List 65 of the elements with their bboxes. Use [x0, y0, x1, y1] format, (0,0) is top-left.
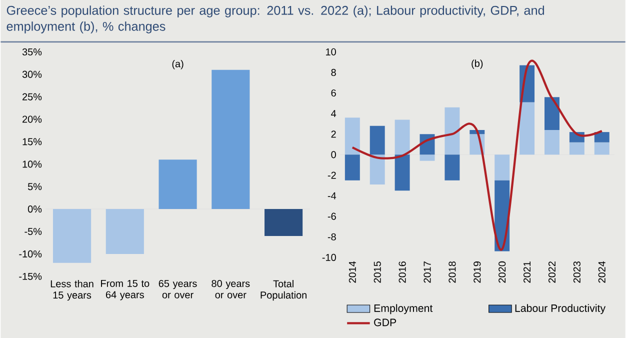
y-tick-label: 25%	[22, 93, 42, 100]
bar	[370, 126, 385, 155]
y-tick-label: -6	[328, 212, 336, 220]
bar	[444, 107, 460, 155]
x-tick-label: 2014	[348, 261, 356, 283]
bar	[394, 120, 410, 155]
bar	[158, 160, 197, 209]
y-tick-label: 20%	[22, 116, 42, 123]
chart-title: Greece’s population structure per age group: 2011 vs. 2022 (a); Labour productivity, GDP, and employment (b), % changes	[6, 5, 544, 34]
bar	[594, 142, 610, 155]
bar	[520, 102, 535, 155]
y-tick-label: -4	[328, 192, 336, 200]
x-tick-label: 65 years or over	[158, 280, 197, 298]
bar	[544, 130, 560, 155]
x-tick-label: 80 years or over	[212, 280, 250, 298]
x-tick-label: From 15 to 64 years	[101, 280, 150, 300]
y-tick-label: -10	[322, 254, 336, 261]
bar	[344, 118, 360, 155]
x-tick-label: 2022	[548, 261, 556, 283]
y-tick-label: 0%	[28, 205, 42, 212]
x-tick-label: 2017	[424, 261, 431, 283]
text: (b)	[472, 59, 483, 69]
x-tick-label: Less than 15 years	[50, 280, 94, 300]
y-tick-label: 15%	[22, 138, 42, 146]
y-tick-label: -5%	[24, 228, 42, 235]
y-tick-label: 30%	[22, 70, 42, 78]
bar	[394, 154, 410, 191]
x-tick-label: 2018	[448, 261, 456, 283]
legend-label: Labour Productivity	[515, 304, 606, 314]
bar	[444, 154, 460, 180]
x-tick-label: 2020	[498, 261, 506, 283]
bar	[52, 208, 92, 263]
y-tick-label: 10%	[22, 160, 42, 168]
x-tick-label: 2021	[524, 261, 531, 283]
bar	[569, 142, 584, 155]
y-tick-label: -15%	[19, 272, 42, 280]
legend-label: Employment	[374, 304, 433, 314]
x-tick-label: Total Population	[260, 280, 306, 300]
y-tick-label: 35%	[22, 48, 42, 56]
y-tick-label: -8	[328, 233, 336, 240]
x-tick-label: 2015	[374, 261, 381, 283]
y-tick-label: 4	[331, 110, 336, 117]
x-tick-label: 2023	[573, 261, 580, 283]
bar	[264, 208, 303, 236]
x-tick-label: 2016	[398, 261, 406, 283]
bar	[594, 132, 610, 142]
y-tick-label: 0	[331, 151, 336, 158]
bar	[370, 154, 385, 184]
bar	[494, 154, 510, 180]
x-tick-label: 2024	[598, 261, 606, 283]
bar	[344, 154, 360, 180]
bar	[420, 154, 435, 161]
text: (a)	[172, 60, 184, 70]
y-tick-label: 5%	[28, 182, 42, 190]
y-tick-label: -2	[328, 172, 336, 179]
legend-label: GDP	[374, 318, 396, 326]
y-tick-label: -10%	[19, 250, 42, 258]
y-tick-label: 6	[331, 89, 336, 96]
y-tick-label: 8	[331, 68, 336, 76]
x-tick-label: 2019	[474, 261, 481, 283]
y-tick-label: 10	[326, 48, 336, 56]
bar	[544, 96, 560, 130]
bar	[212, 70, 250, 209]
bar	[106, 208, 144, 254]
y-tick-label: 2	[331, 130, 336, 138]
